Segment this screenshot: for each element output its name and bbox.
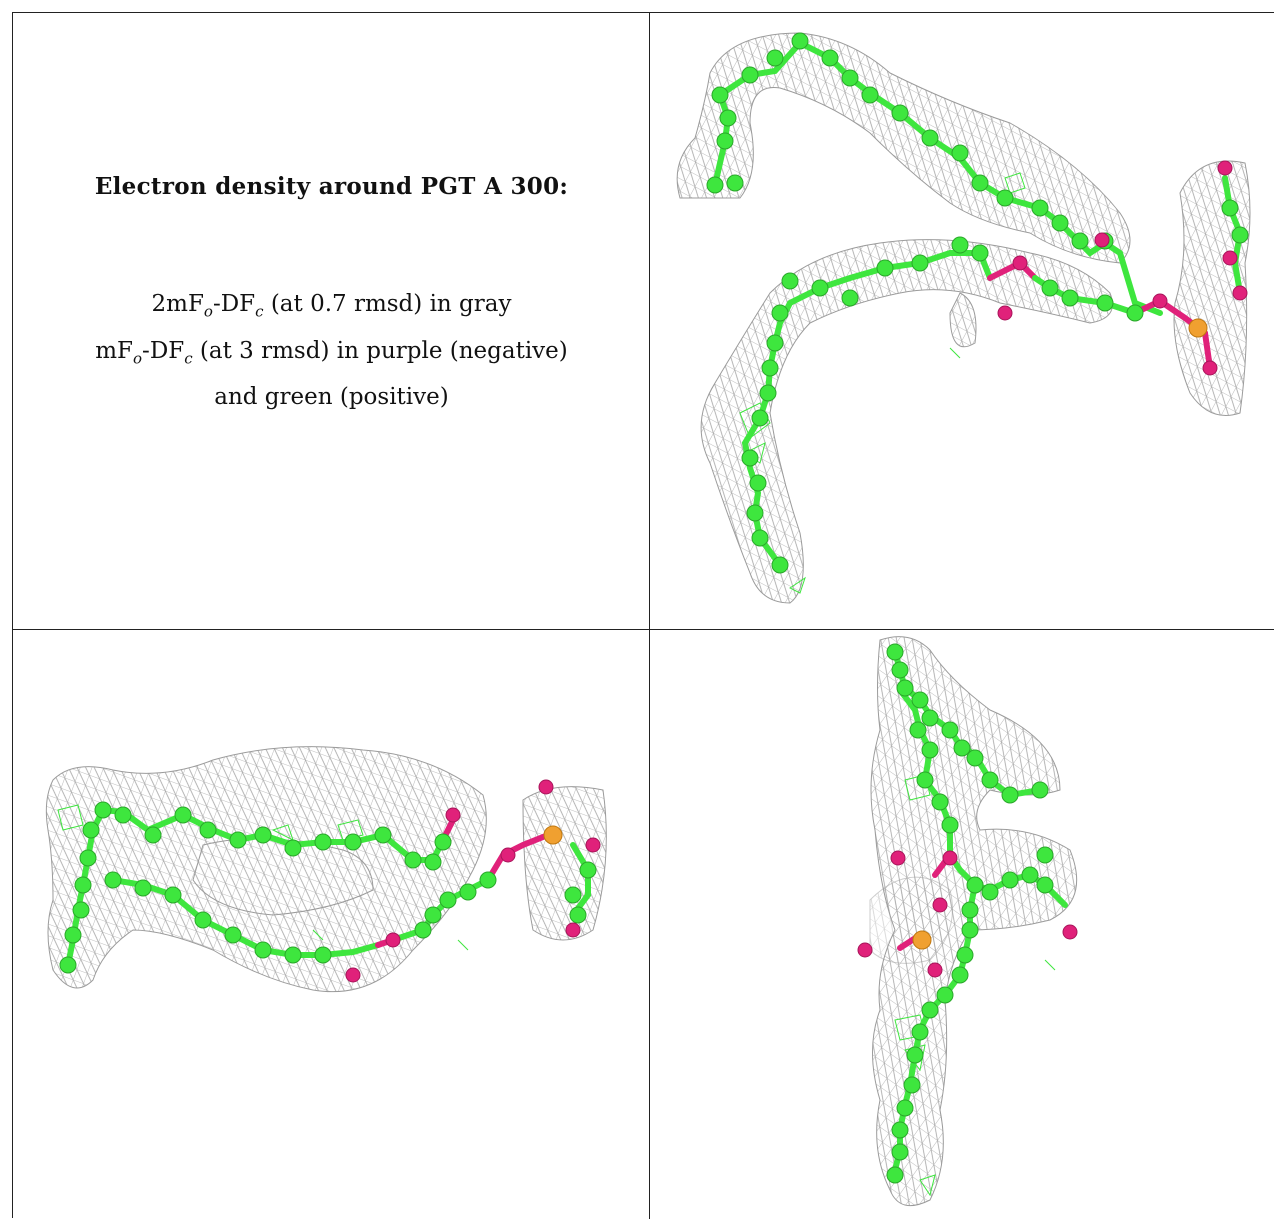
difference-density-positive-2 [57, 804, 469, 951]
atoms-2 [59, 779, 601, 983]
density-mesh-1 [676, 32, 1251, 604]
legend-line-gray: 2mFo-DFc (at 0.7 rmsd) in gray [151, 291, 512, 321]
atoms [706, 32, 1249, 574]
molecule-render-1 [676, 32, 1251, 604]
legend-line-difference: mFo-DFc (at 3 rmsd) in purple (negative) [95, 337, 568, 368]
density-view-1 [650, 13, 1274, 630]
density-view-3 [650, 630, 1274, 1219]
figure-legend: 2mFo-DFc (at 0.7 rmsd) in gray mFo-DFc (… [13, 285, 649, 417]
molecule-render-3 [857, 636, 1078, 1207]
difference-density-positive [739, 172, 1026, 594]
figure-grid: Electron density around PGT A 300: 2mFo-… [12, 12, 1274, 1219]
molecule-render-2 [45, 746, 607, 993]
caption-cell: Electron density around PGT A 300: 2mFo-… [13, 13, 650, 630]
legend-line-positive: and green (positive) [214, 384, 449, 411]
density-view-2 [13, 630, 650, 1219]
atoms-3 [857, 643, 1078, 1184]
figure-title: Electron density around PGT A 300: [94, 173, 569, 200]
